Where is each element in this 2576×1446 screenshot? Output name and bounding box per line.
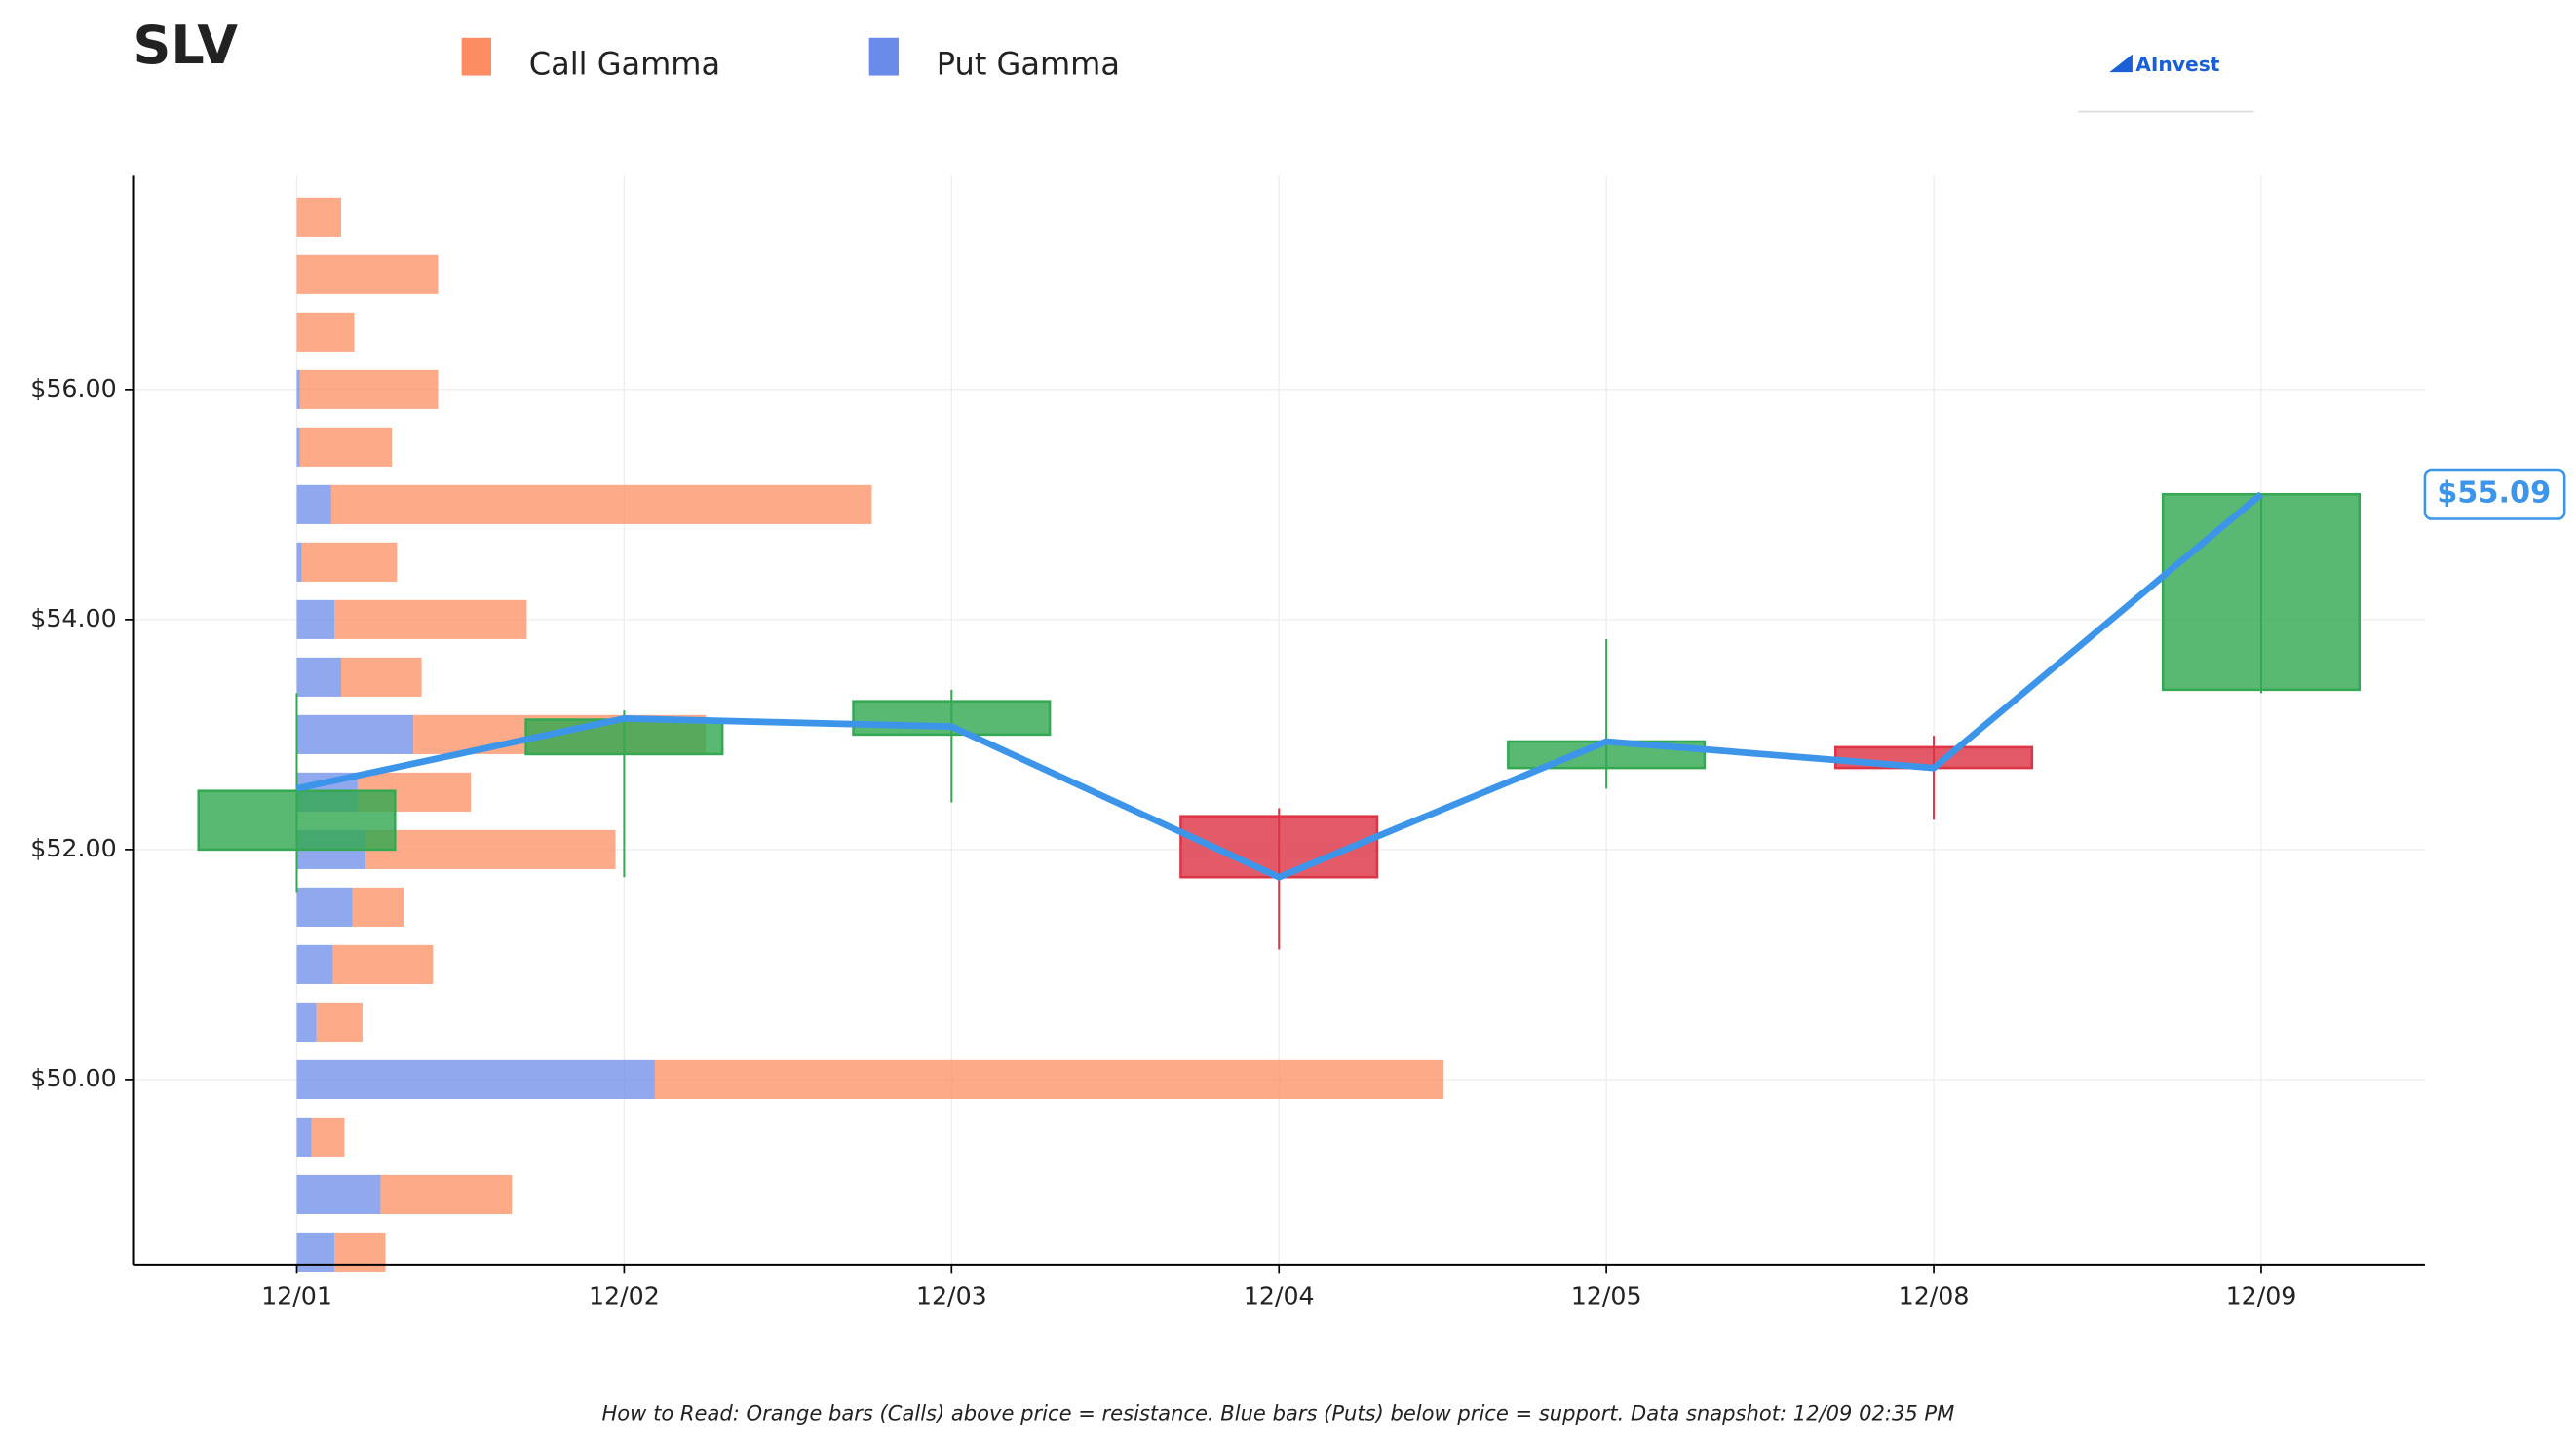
legend-swatch xyxy=(461,37,491,76)
legend-label: Put Gamma xyxy=(937,45,1120,82)
gamma-bar xyxy=(296,484,331,524)
gamma-bar xyxy=(365,829,616,869)
gamma-bar xyxy=(334,1232,386,1272)
x-tick-label: 12/09 xyxy=(2226,1282,2297,1311)
gamma-bar xyxy=(296,944,333,984)
footnote: How to Read: Orange bars (Calls) above p… xyxy=(601,1400,1954,1425)
gamma-bar xyxy=(334,599,527,639)
candle-body xyxy=(197,789,397,852)
gamma-bar xyxy=(296,312,355,352)
gamma-bar xyxy=(296,599,335,639)
gamma-bar xyxy=(296,369,300,409)
y-tick-label: $52.00 xyxy=(30,834,116,862)
gamma-bar xyxy=(341,657,422,697)
y-tick-label: $50.00 xyxy=(30,1064,116,1092)
y-tick-label: $54.00 xyxy=(30,604,116,632)
gamma-bar xyxy=(296,427,300,467)
x-tick-label: 12/01 xyxy=(261,1282,332,1311)
y-tick-label: $56.00 xyxy=(30,374,116,402)
gamma-bar xyxy=(311,1117,345,1157)
x-tick-label: 12/02 xyxy=(589,1282,660,1311)
gamma-bar xyxy=(296,1059,655,1099)
logo-icon xyxy=(2109,54,2133,73)
gamma-bar xyxy=(296,657,342,697)
gamma-bar xyxy=(299,369,439,409)
gamma-bar xyxy=(296,1117,312,1157)
gamma-bar xyxy=(296,714,414,754)
chart-title: SLV xyxy=(134,15,239,76)
gamma-bar xyxy=(316,1002,363,1042)
legend-label: Call Gamma xyxy=(529,45,720,82)
gamma-bar xyxy=(296,254,439,294)
gamma-bar xyxy=(301,542,398,582)
price-tag: $55.09 xyxy=(2437,476,2551,511)
candle-body xyxy=(524,718,724,756)
price-tag-box xyxy=(2423,468,2566,520)
price-line xyxy=(295,491,2264,881)
gamma-bar xyxy=(296,1232,335,1272)
gamma-bar xyxy=(380,1174,513,1214)
x-tick-label: 12/04 xyxy=(1244,1282,1315,1311)
x-tick-label: 12/05 xyxy=(1571,1282,1642,1311)
gamma-bar xyxy=(332,944,434,984)
gamma-bar xyxy=(654,1059,1444,1099)
candle-body xyxy=(2161,492,2362,692)
legend-swatch xyxy=(868,37,900,76)
x-tick-label: 12/08 xyxy=(1899,1282,1970,1311)
gamma-bar xyxy=(352,887,404,927)
x-tick-label: 12/03 xyxy=(916,1282,987,1311)
gamma-bar xyxy=(296,542,302,582)
gamma-bar xyxy=(296,1174,381,1214)
gamma-bar xyxy=(299,427,393,467)
logo: AInvest xyxy=(2135,53,2219,76)
gamma-bar xyxy=(296,887,353,927)
gamma-bar xyxy=(330,484,872,524)
gamma-bar xyxy=(296,197,342,237)
gamma-bar xyxy=(296,1002,317,1042)
